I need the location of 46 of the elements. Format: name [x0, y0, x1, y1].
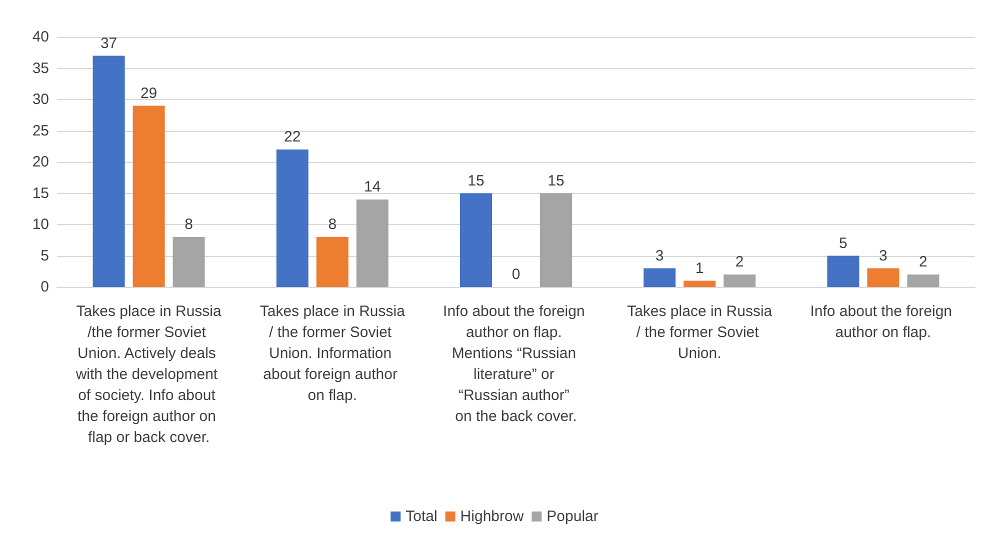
data-label: 8: [184, 216, 193, 233]
data-label: 15: [468, 172, 484, 190]
x-tick-label: Info about the foreign author on flap.: [810, 303, 956, 341]
y-tick-label: 30: [32, 91, 49, 108]
x-tick-label: Takes place in Russia/the former Soviet Union. Actively deals with the development of society. Info about the foreign author on flap or back cover.: [74, 303, 222, 446]
y-tick-label: 5: [40, 247, 49, 264]
data-label: 29: [140, 84, 158, 102]
bar: [827, 256, 860, 287]
legend-label: Popular: [546, 508, 598, 525]
legend-label: Total: [406, 508, 438, 525]
bar: [92, 56, 125, 287]
bar: [132, 106, 165, 287]
y-tick-label: 25: [32, 122, 49, 140]
y-tick-label: 10: [32, 216, 49, 233]
data-label: 1: [695, 260, 704, 277]
y-tick-label: 0: [40, 278, 49, 296]
data-label: 3: [879, 247, 888, 264]
x-tick-label: Takes place in Russia/ the former Soviet Union. Information about foreign author on flap.: [260, 303, 406, 404]
legend-label: Highbrow: [460, 508, 524, 525]
bar: [276, 150, 308, 287]
y-tick-label: 15: [32, 184, 49, 202]
y-tick-label: 20: [32, 154, 49, 170]
bar: [867, 268, 900, 287]
bar: [907, 274, 940, 287]
x-tick-label: Info about the foreign author on flap. Mentions “Russian literature” or “Russian author” on the back cover.: [443, 303, 589, 425]
data-label: 2: [735, 254, 744, 270]
data-label: 15: [548, 172, 564, 190]
data-label: 0: [512, 266, 520, 283]
bar: [724, 274, 756, 287]
data-label: 5: [839, 234, 848, 252]
y-tick-label: 40: [32, 28, 49, 46]
data-label: 14: [364, 178, 381, 196]
bar: [172, 237, 205, 287]
bar: [316, 237, 348, 287]
data-label: 2: [919, 254, 928, 270]
bar: [460, 193, 492, 287]
bar: [356, 200, 388, 287]
x-tick-label: Takes place in Russia/ the former Soviet Union.: [627, 303, 773, 362]
data-label: 8: [328, 216, 337, 233]
bar: [684, 280, 716, 287]
data-label: 3: [655, 247, 664, 264]
bar: [644, 268, 676, 287]
data-label: 37: [100, 34, 118, 52]
bar: [540, 193, 572, 287]
y-tick-label: 35: [32, 60, 49, 77]
data-label: 22: [284, 128, 301, 146]
